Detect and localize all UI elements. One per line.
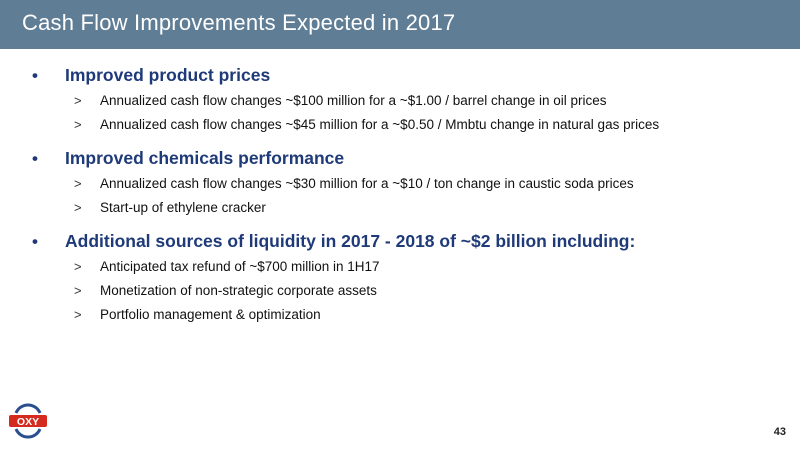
- sub-item-label: Portfolio management & optimization: [100, 307, 321, 322]
- sub-marker: >: [74, 176, 82, 191]
- sub-item-label: Annualized cash flow changes ~$100 milli…: [100, 93, 607, 108]
- sub-item: > Annualized cash flow changes ~$30 mill…: [32, 171, 792, 195]
- sub-item: > Annualized cash flow changes ~$100 mil…: [32, 88, 792, 112]
- sub-marker: >: [74, 200, 82, 215]
- sub-item: > Portfolio management & optimization: [32, 302, 792, 326]
- sub-item-label: Annualized cash flow changes ~$30 millio…: [100, 176, 634, 191]
- sub-marker: >: [74, 117, 82, 132]
- sub-marker: >: [74, 93, 82, 108]
- bullet-label: Improved product prices: [65, 65, 271, 85]
- logo-text: OXY: [17, 416, 39, 428]
- title-bar: Cash Flow Improvements Expected in 2017: [0, 0, 800, 49]
- bullet-liquidity: • Additional sources of liquidity in 201…: [32, 230, 792, 326]
- bullet-dot: •: [32, 66, 38, 85]
- bullet-label: Additional sources of liquidity in 2017 …: [65, 231, 636, 251]
- sub-item-label: Annualized cash flow changes ~$45 millio…: [100, 117, 660, 132]
- bullet-product-prices: • Improved product prices > Annualized c…: [32, 64, 792, 136]
- sub-marker: >: [74, 283, 82, 298]
- bullet-dot: •: [32, 149, 38, 168]
- sub-item: > Start-up of ethylene cracker: [32, 195, 792, 219]
- bullet-chemicals-performance: • Improved chemicals performance > Annua…: [32, 147, 792, 219]
- sub-marker: >: [74, 259, 82, 274]
- slide-title: Cash Flow Improvements Expected in 2017: [22, 10, 456, 35]
- page-number: 43: [773, 426, 786, 438]
- sub-item: > Annualized cash flow changes ~$45 mill…: [32, 112, 792, 136]
- bullet-dot: •: [32, 232, 38, 251]
- sub-item-label: Monetization of non-strategic corporate …: [100, 283, 377, 298]
- sub-marker: >: [74, 307, 82, 322]
- sub-item: > Anticipated tax refund of ~$700 millio…: [32, 254, 792, 278]
- slide-content: • Improved product prices > Annualized c…: [32, 64, 792, 326]
- sub-item: > Monetization of non-strategic corporat…: [32, 278, 792, 302]
- sub-item-label: Anticipated tax refund of ~$700 million …: [100, 259, 380, 274]
- bullet-label: Improved chemicals performance: [65, 148, 345, 168]
- oxy-logo-icon: OXY: [9, 403, 47, 439]
- sub-item-label: Start-up of ethylene cracker: [100, 200, 266, 215]
